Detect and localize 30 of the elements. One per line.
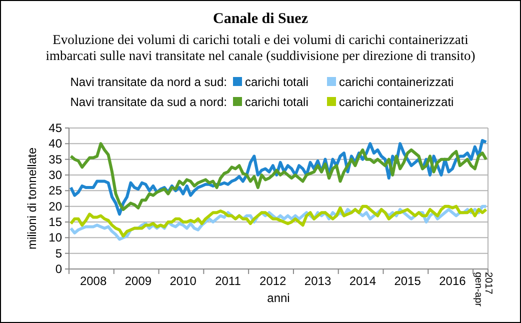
- x-axis-title: anni: [267, 291, 290, 305]
- y-tick-label: 15: [48, 215, 62, 229]
- x-tick-label: 2011: [215, 274, 242, 288]
- x-tick-label: 2015: [394, 274, 422, 288]
- legend-label: carichi totali: [245, 75, 308, 89]
- x-tick-label: 2017 gen-apr: [472, 272, 494, 308]
- legend-label: carichi totali: [245, 95, 308, 109]
- y-tick-label: 10: [48, 230, 62, 245]
- chart-subtitle: Evoluzione dei volumi di carichi totali e dei volumi di carichi containerizzati imbarcati sulle navi transitate nel canale (suddivisione per direzione di transito): [46, 32, 476, 63]
- chart-title: Canale di Suez: [212, 11, 308, 27]
- y-tick-label: 35: [48, 152, 62, 166]
- x-tick-label: 2012: [260, 274, 287, 288]
- y-tick-label: 5: [55, 246, 62, 260]
- x-tick-label: 2016: [439, 274, 466, 288]
- legend-label: carichi containerizzati: [339, 95, 454, 109]
- x-tick-label: 2013: [304, 274, 332, 288]
- y-tick-label: 0: [55, 262, 62, 276]
- x-tick-label: 2009: [124, 274, 152, 288]
- y-tick-label: 30: [48, 168, 62, 182]
- y-axis-title: milioni di tonnellate: [25, 147, 39, 250]
- y-tick-label: 20: [48, 199, 62, 214]
- y-tick-label: 25: [48, 184, 62, 198]
- text: Navi transitate da nord a sud:: [70, 75, 227, 89]
- y-tick-label: 45: [48, 121, 62, 135]
- x-tick-label: 2014: [349, 274, 376, 288]
- text: Navi transitate da sud a nord:: [70, 95, 227, 109]
- x-tick-label: 2008: [80, 274, 107, 288]
- y-tick-label: 40: [48, 136, 62, 151]
- x-tick-label: 2010: [170, 274, 197, 288]
- legend-label: carichi containerizzati: [339, 75, 454, 89]
